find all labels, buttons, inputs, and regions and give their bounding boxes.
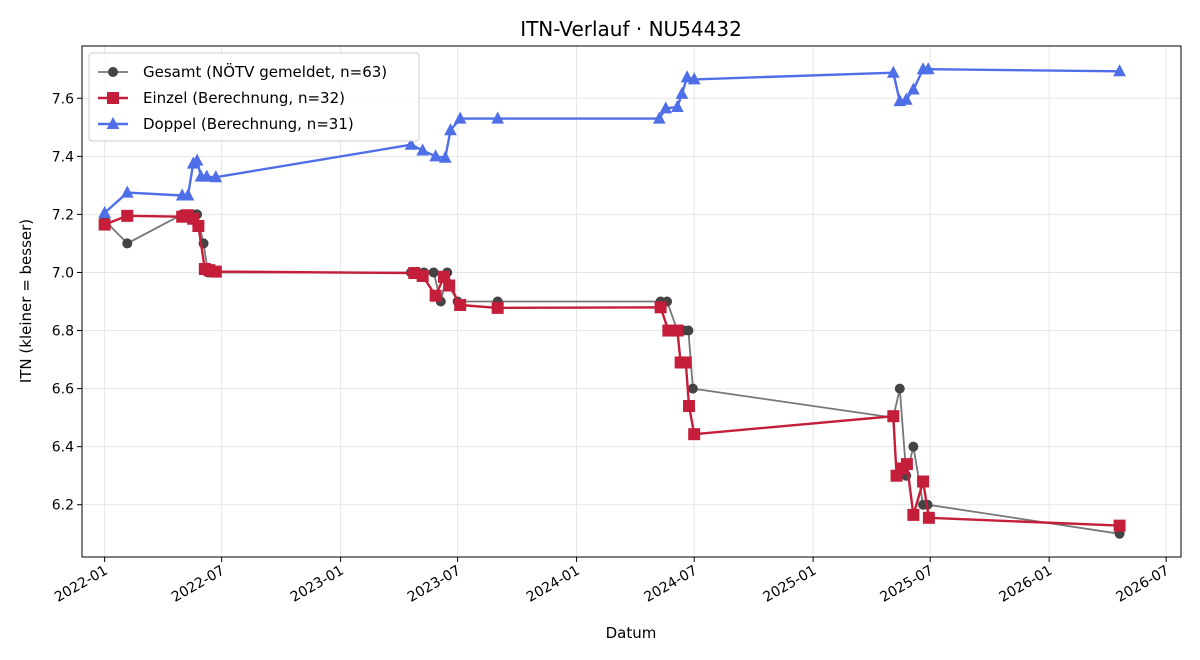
data-point bbox=[899, 92, 913, 105]
data-point bbox=[659, 101, 673, 114]
legend-label: Gesamt (NÖTV gemeldet, n=63) bbox=[143, 62, 387, 81]
data-point bbox=[192, 220, 205, 233]
y-axis-label: ITN (kleiner = besser) bbox=[17, 219, 35, 383]
data-point bbox=[416, 143, 430, 156]
data-point bbox=[894, 383, 905, 394]
series-layer bbox=[98, 62, 1126, 539]
data-point bbox=[122, 238, 133, 249]
legend-entry: Gesamt (NÖTV gemeldet, n=63) bbox=[98, 62, 387, 81]
series-3 bbox=[98, 62, 1126, 218]
data-point bbox=[416, 269, 429, 282]
y-tick-label: 7.0 bbox=[52, 265, 74, 281]
data-point bbox=[654, 301, 667, 314]
data-point bbox=[429, 149, 442, 162]
data-point bbox=[98, 218, 111, 231]
data-point bbox=[209, 265, 222, 278]
x-tick-label: 2026-07 bbox=[1113, 563, 1172, 606]
legend: Gesamt (NÖTV gemeldet, n=63) Einzel (Bere… bbox=[88, 52, 420, 142]
data-point bbox=[209, 170, 223, 183]
data-point bbox=[683, 325, 694, 336]
data-point bbox=[1113, 64, 1126, 77]
series-1 bbox=[99, 209, 1125, 539]
data-point bbox=[687, 72, 701, 85]
x-tick-label: 2022-07 bbox=[169, 563, 228, 606]
legend-entry: Doppel (Berechnung, n=31) bbox=[98, 115, 354, 133]
series-line bbox=[104, 214, 1120, 527]
data-point bbox=[200, 169, 214, 182]
data-point bbox=[491, 301, 504, 314]
data-point bbox=[181, 188, 195, 201]
data-point bbox=[438, 150, 452, 163]
x-axis-label: Datum bbox=[606, 624, 657, 642]
series-line bbox=[103, 213, 1120, 535]
y-axis: 6.2 6.4 6.6 6.8 7.0 7.2 7.4 7.6 bbox=[52, 91, 82, 514]
data-point bbox=[1113, 519, 1126, 532]
y-tick-label: 6.8 bbox=[52, 324, 74, 340]
data-point bbox=[922, 511, 935, 524]
data-point bbox=[443, 279, 456, 292]
x-tick-label: 2024-07 bbox=[642, 563, 701, 606]
data-point bbox=[671, 324, 684, 337]
data-point bbox=[900, 458, 913, 471]
data-point bbox=[908, 441, 919, 452]
data-point bbox=[907, 82, 920, 95]
x-tick-label: 2025-07 bbox=[878, 563, 937, 606]
data-point bbox=[120, 185, 134, 198]
x-tick-label: 2024-01 bbox=[524, 563, 583, 606]
data-point bbox=[907, 508, 920, 521]
data-point bbox=[921, 62, 935, 75]
legend-marker bbox=[107, 92, 119, 104]
data-point bbox=[671, 99, 684, 112]
x-tick-label: 2022-01 bbox=[52, 563, 111, 606]
legend-entry: Einzel (Berechnung, n=32) bbox=[98, 89, 345, 107]
legend-label: Einzel (Berechnung, n=32) bbox=[143, 89, 345, 107]
data-point bbox=[444, 123, 457, 136]
x-tick-label: 2023-01 bbox=[288, 563, 347, 606]
y-tick-label: 7.2 bbox=[52, 207, 74, 223]
data-point bbox=[688, 428, 701, 441]
y-tick-label: 6.6 bbox=[52, 382, 74, 398]
data-point bbox=[491, 111, 505, 124]
y-tick-label: 7.4 bbox=[52, 149, 74, 165]
legend-box bbox=[88, 52, 420, 142]
legend-marker bbox=[108, 67, 118, 77]
data-point bbox=[404, 137, 418, 150]
data-point bbox=[428, 267, 439, 278]
data-point bbox=[687, 383, 698, 394]
data-point bbox=[454, 298, 467, 311]
x-tick-label: 2026-01 bbox=[996, 563, 1055, 606]
data-point bbox=[675, 86, 689, 99]
x-tick-label: 2023-07 bbox=[405, 563, 464, 606]
data-point bbox=[190, 153, 204, 166]
data-point bbox=[429, 289, 442, 302]
legend-marker bbox=[106, 116, 120, 129]
legend-label: Doppel (Berechnung, n=31) bbox=[143, 115, 354, 133]
y-tick-label: 7.6 bbox=[52, 91, 74, 107]
plot-frame bbox=[81, 45, 1182, 558]
data-point bbox=[680, 70, 694, 83]
chart-title: ITN-Verlauf · NU54432 bbox=[520, 17, 742, 41]
data-point bbox=[683, 400, 696, 413]
data-point bbox=[679, 356, 692, 369]
x-tick-label: 2025-01 bbox=[760, 563, 819, 606]
x-axis: 2022-01 2022-07 2023-01 2023-07 2024-01 2024-… bbox=[52, 557, 1172, 606]
data-point bbox=[917, 475, 930, 488]
data-point bbox=[98, 205, 111, 218]
series-2 bbox=[98, 209, 1126, 532]
data-point bbox=[887, 410, 900, 423]
data-point bbox=[886, 65, 900, 78]
data-point bbox=[652, 111, 666, 124]
data-point bbox=[121, 209, 134, 222]
data-point bbox=[453, 111, 467, 124]
y-tick-label: 6.2 bbox=[52, 498, 74, 514]
y-tick-label: 6.4 bbox=[52, 440, 74, 456]
